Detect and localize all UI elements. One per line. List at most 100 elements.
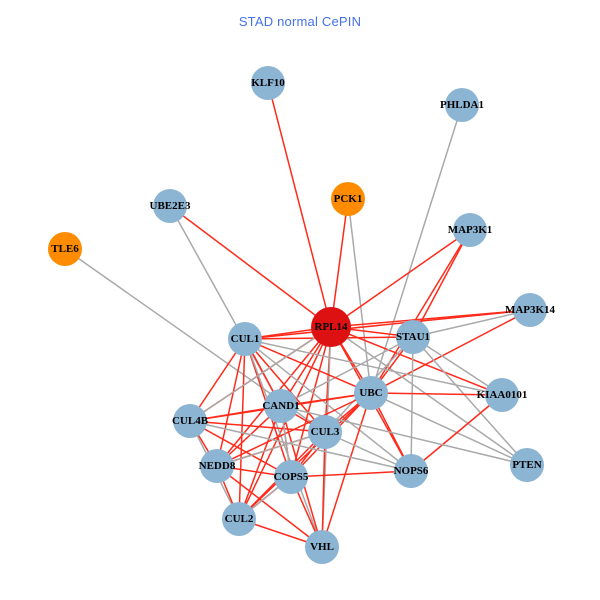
graph-edge — [412, 336, 528, 466]
graph-edge — [216, 465, 323, 548]
graph-edge — [244, 338, 326, 433]
graph-edge — [244, 338, 323, 548]
graph-node[interactable]: STAU1 — [396, 320, 430, 354]
graph-node[interactable]: NOPS6 — [394, 454, 429, 488]
graph-node[interactable]: UBC — [354, 376, 388, 410]
node-circle[interactable] — [485, 378, 519, 412]
graph-edge — [216, 338, 246, 467]
graph-edge — [189, 420, 292, 478]
node-label: CUL4B — [172, 415, 209, 427]
node-label: VHL — [310, 541, 334, 553]
node-label: TLE6 — [51, 243, 79, 255]
graph-node[interactable]: COPS5 — [274, 460, 309, 494]
graph-edge — [370, 309, 531, 394]
graph-edge — [370, 392, 528, 466]
graph-edge — [238, 405, 282, 520]
graph-node[interactable]: CUL2 — [222, 502, 256, 536]
graph-node[interactable]: TLE6 — [48, 232, 82, 266]
node-circle[interactable] — [453, 213, 487, 247]
graph-edge — [370, 392, 503, 396]
node-circle[interactable] — [228, 322, 262, 356]
graph-edge — [321, 392, 372, 548]
graph-edge — [244, 338, 372, 394]
node-label: PTEN — [512, 459, 541, 471]
node-label: CUL2 — [225, 513, 254, 525]
node-circle[interactable] — [251, 66, 285, 100]
graph-edge — [330, 229, 471, 328]
graph-edge — [216, 431, 326, 467]
graph-node[interactable]: PTEN — [510, 448, 544, 482]
graph-node[interactable]: PCK1 — [331, 182, 365, 216]
node-label: PCK1 — [334, 193, 363, 205]
page-title: STAD normal CePIN — [238, 14, 362, 29]
node-label: CUL3 — [311, 426, 340, 438]
graph-edge — [238, 338, 246, 520]
graph-node[interactable]: KLF10 — [251, 66, 285, 100]
node-circle[interactable] — [396, 320, 430, 354]
graph-edge — [189, 326, 332, 422]
graph-edge — [267, 82, 332, 328]
node-label: NEDD8 — [199, 460, 236, 472]
graph-edge — [370, 229, 471, 394]
node-circle[interactable] — [331, 182, 365, 216]
graph-node[interactable]: VHL — [305, 530, 339, 564]
node-label: MAP3K1 — [448, 224, 493, 236]
node-circle[interactable] — [200, 449, 234, 483]
graph-edge — [189, 420, 326, 433]
nodes-layer: KLF10 PHLDA1 PCK1 UBE2E3 MAP3K1 TLE6 MAP3K14 RP… — [48, 66, 556, 564]
graph-node[interactable]: CUL1 — [228, 322, 262, 356]
graph-edge — [410, 394, 503, 472]
graph-node[interactable]: UBE2E3 — [150, 189, 191, 223]
graph-edge — [412, 336, 503, 396]
node-label: MAP3K14 — [505, 304, 556, 316]
graph-edge — [330, 198, 349, 328]
node-circle[interactable] — [510, 448, 544, 482]
graph-node[interactable]: KIAA0101 — [477, 378, 528, 412]
node-circle[interactable] — [48, 232, 82, 266]
node-circle[interactable] — [513, 293, 547, 327]
graph-node[interactable]: CAND1 — [262, 389, 300, 423]
graph-edge — [244, 309, 531, 340]
graph-edge — [238, 326, 332, 520]
graph-edge — [410, 336, 414, 472]
node-circle[interactable] — [305, 530, 339, 564]
node-circle[interactable] — [153, 189, 187, 223]
graph-node[interactable]: PHLDA1 — [440, 88, 484, 122]
node-circle[interactable] — [354, 376, 388, 410]
graph-node[interactable]: MAP3K1 — [448, 213, 493, 247]
node-circle[interactable] — [274, 460, 308, 494]
node-circle[interactable] — [264, 389, 298, 423]
graph-edge — [330, 326, 528, 466]
node-circle[interactable] — [311, 307, 351, 347]
node-circle[interactable] — [308, 415, 342, 449]
graph-node[interactable]: MAP3K14 — [505, 293, 556, 327]
graph-edge — [370, 104, 463, 394]
node-label: CAND1 — [262, 400, 299, 412]
graph-edge — [290, 470, 412, 478]
graph-edge — [412, 309, 531, 338]
graph-edge — [238, 392, 372, 520]
node-label: NOPS6 — [394, 465, 429, 477]
node-circle[interactable] — [222, 502, 256, 536]
node-label: COPS5 — [274, 471, 309, 483]
node-label: KLF10 — [251, 77, 285, 89]
graph-node[interactable]: RPL14 — [311, 307, 351, 347]
node-label: PHLDA1 — [440, 99, 484, 111]
node-label: KIAA0101 — [477, 389, 528, 401]
graph-node[interactable]: NEDD8 — [199, 449, 236, 483]
node-label: UBC — [359, 387, 382, 399]
graph-node[interactable]: CUL3 — [308, 415, 342, 449]
graph-node[interactable]: CUL4B — [172, 404, 209, 438]
node-label: CUL1 — [231, 333, 260, 345]
node-circle[interactable] — [394, 454, 428, 488]
graph-edge — [244, 338, 412, 472]
node-label: UBE2E3 — [150, 200, 191, 212]
graph-edge — [280, 336, 414, 407]
node-circle[interactable] — [173, 404, 207, 438]
graph-edge — [189, 420, 412, 472]
node-label: RPL14 — [315, 321, 349, 333]
graph-edge — [244, 338, 503, 396]
node-circle[interactable] — [445, 88, 479, 122]
